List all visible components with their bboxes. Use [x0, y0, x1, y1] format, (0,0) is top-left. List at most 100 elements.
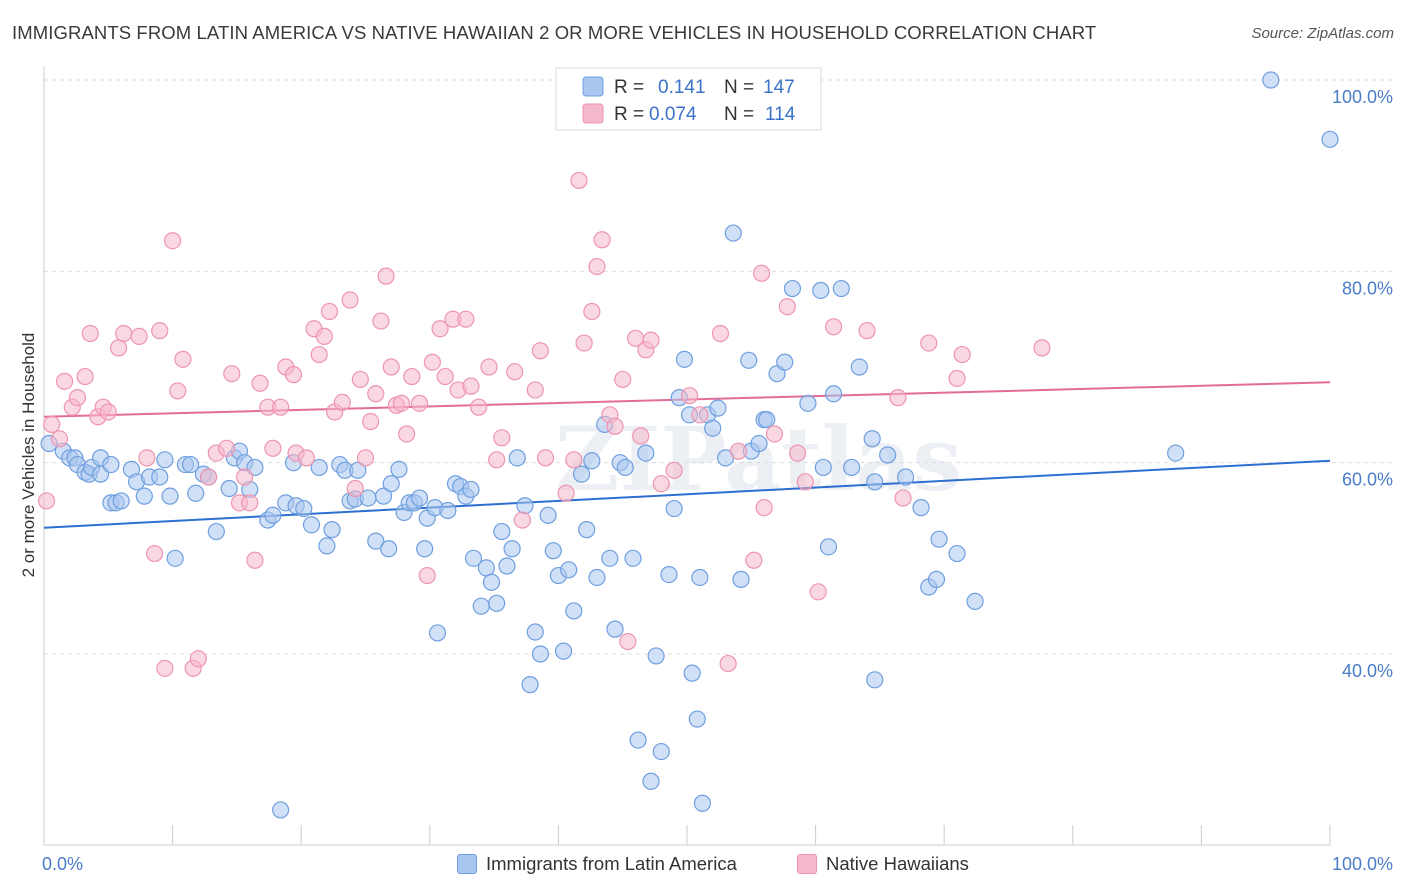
point-native-hawaiian [619, 632, 637, 651]
point-latin-america [156, 451, 174, 469]
point-latin-america [374, 487, 393, 505]
chart-title: IMMIGRANTS FROM LATIN AMERICA VS NATIVE … [12, 22, 1097, 43]
point-native-hawaiian [241, 494, 259, 512]
point-latin-america [750, 434, 768, 453]
point-latin-america [531, 645, 549, 663]
point-latin-america [629, 731, 647, 749]
point-native-hawaiian [200, 468, 218, 486]
point-latin-america [843, 458, 861, 477]
point-latin-america [382, 475, 400, 493]
point-native-hawaiian [796, 473, 814, 491]
point-native-hawaiian [320, 302, 339, 321]
point-native-hawaiian [570, 171, 588, 190]
point-latin-america [693, 794, 712, 812]
point-native-hawaiian [356, 449, 375, 467]
legend-swatch-blue [582, 76, 604, 97]
point-latin-america [390, 460, 408, 478]
point-latin-america [302, 516, 321, 534]
point-latin-america [825, 385, 843, 403]
point-latin-america [866, 671, 884, 689]
point-native-hawaiian [251, 374, 269, 392]
point-native-hawaiian [755, 499, 773, 517]
point-latin-america [966, 592, 984, 610]
point-native-hawaiian [531, 342, 549, 360]
point-native-hawaiian [711, 324, 730, 343]
point-latin-america [482, 573, 501, 591]
point-latin-america [477, 559, 495, 577]
point-native-hawaiian [372, 312, 390, 330]
point-latin-america [927, 570, 946, 588]
legend-n-value-2: 114 [765, 104, 796, 125]
axes [43, 66, 1331, 846]
point-native-hawaiian [583, 302, 601, 321]
point-native-hawaiian [953, 345, 971, 364]
point-latin-america [508, 449, 526, 467]
point-latin-america [112, 492, 130, 510]
x-tick-labels: 0.0% 100.0% [42, 854, 1393, 874]
legend-r-value-2: 0.074 [649, 104, 697, 125]
point-latin-america [135, 487, 153, 505]
point-native-hawaiian [588, 257, 606, 276]
point-native-hawaiian [593, 231, 611, 249]
point-native-hawaiian [536, 449, 555, 467]
point-native-hawaiian [272, 398, 290, 416]
point-native-hawaiian [462, 377, 480, 395]
grid-lines [44, 79, 1392, 655]
point-latin-america [526, 623, 544, 641]
legend: R = 0.141 N = 147 R = 0.074 N = 114 [555, 67, 822, 131]
point-native-hawaiian [398, 425, 416, 443]
point-latin-america [588, 568, 606, 587]
point-native-hawaiian [513, 511, 531, 529]
point-native-hawaiian [156, 659, 174, 677]
point-latin-america [740, 351, 758, 369]
point-native-hawaiian [218, 439, 236, 457]
point-native-hawaiian [145, 544, 164, 563]
point-latin-america [688, 710, 706, 728]
point-native-hawaiian [1033, 339, 1051, 357]
point-native-hawaiian [367, 385, 385, 403]
point-latin-america [930, 530, 948, 548]
point-native-hawaiian [43, 415, 61, 433]
chart-source: Source: ZipAtlas.com [1251, 25, 1394, 42]
point-latin-america [783, 279, 802, 298]
point-native-hawaiian [920, 334, 938, 352]
point-native-hawaiian [825, 318, 843, 336]
point-native-hawaiian [297, 449, 315, 467]
point-native-hawaiian [382, 358, 400, 376]
point-latin-america [758, 411, 776, 429]
point-native-hawaiian [246, 551, 264, 569]
point-latin-america [683, 664, 701, 682]
point-latin-america [799, 394, 817, 412]
point-latin-america [464, 549, 483, 567]
point-native-hawaiian [778, 298, 796, 316]
point-native-hawaiian [745, 551, 763, 569]
point-latin-america [776, 353, 794, 371]
point-latin-america [724, 224, 742, 242]
point-latin-america [272, 801, 290, 819]
point-native-hawaiian [377, 267, 395, 285]
point-native-hawaiian [68, 389, 87, 407]
point-latin-america [521, 676, 539, 694]
point-latin-america [488, 594, 506, 612]
legend-n-label-2: N = [724, 104, 754, 125]
point-native-hawaiian [894, 489, 912, 507]
point-native-hawaiian [346, 479, 364, 498]
point-native-hawaiian [189, 650, 207, 668]
point-latin-america [151, 468, 169, 486]
point-latin-america [850, 358, 868, 376]
point-native-hawaiian [752, 264, 771, 282]
point-latin-america [182, 455, 200, 474]
legend-swatch-pink [582, 103, 604, 124]
point-native-hawaiian [37, 492, 56, 510]
point-latin-america [318, 537, 336, 555]
point-latin-america [578, 521, 596, 539]
point-latin-america [207, 522, 225, 541]
point-latin-america [310, 458, 328, 477]
point-native-hawaiian [423, 353, 441, 371]
point-native-hawaiian [719, 654, 737, 673]
point-native-hawaiian [333, 393, 351, 411]
point-latin-america [367, 532, 385, 550]
point-latin-america [866, 473, 884, 491]
point-native-hawaiian [284, 366, 303, 384]
point-native-hawaiian [223, 365, 241, 383]
